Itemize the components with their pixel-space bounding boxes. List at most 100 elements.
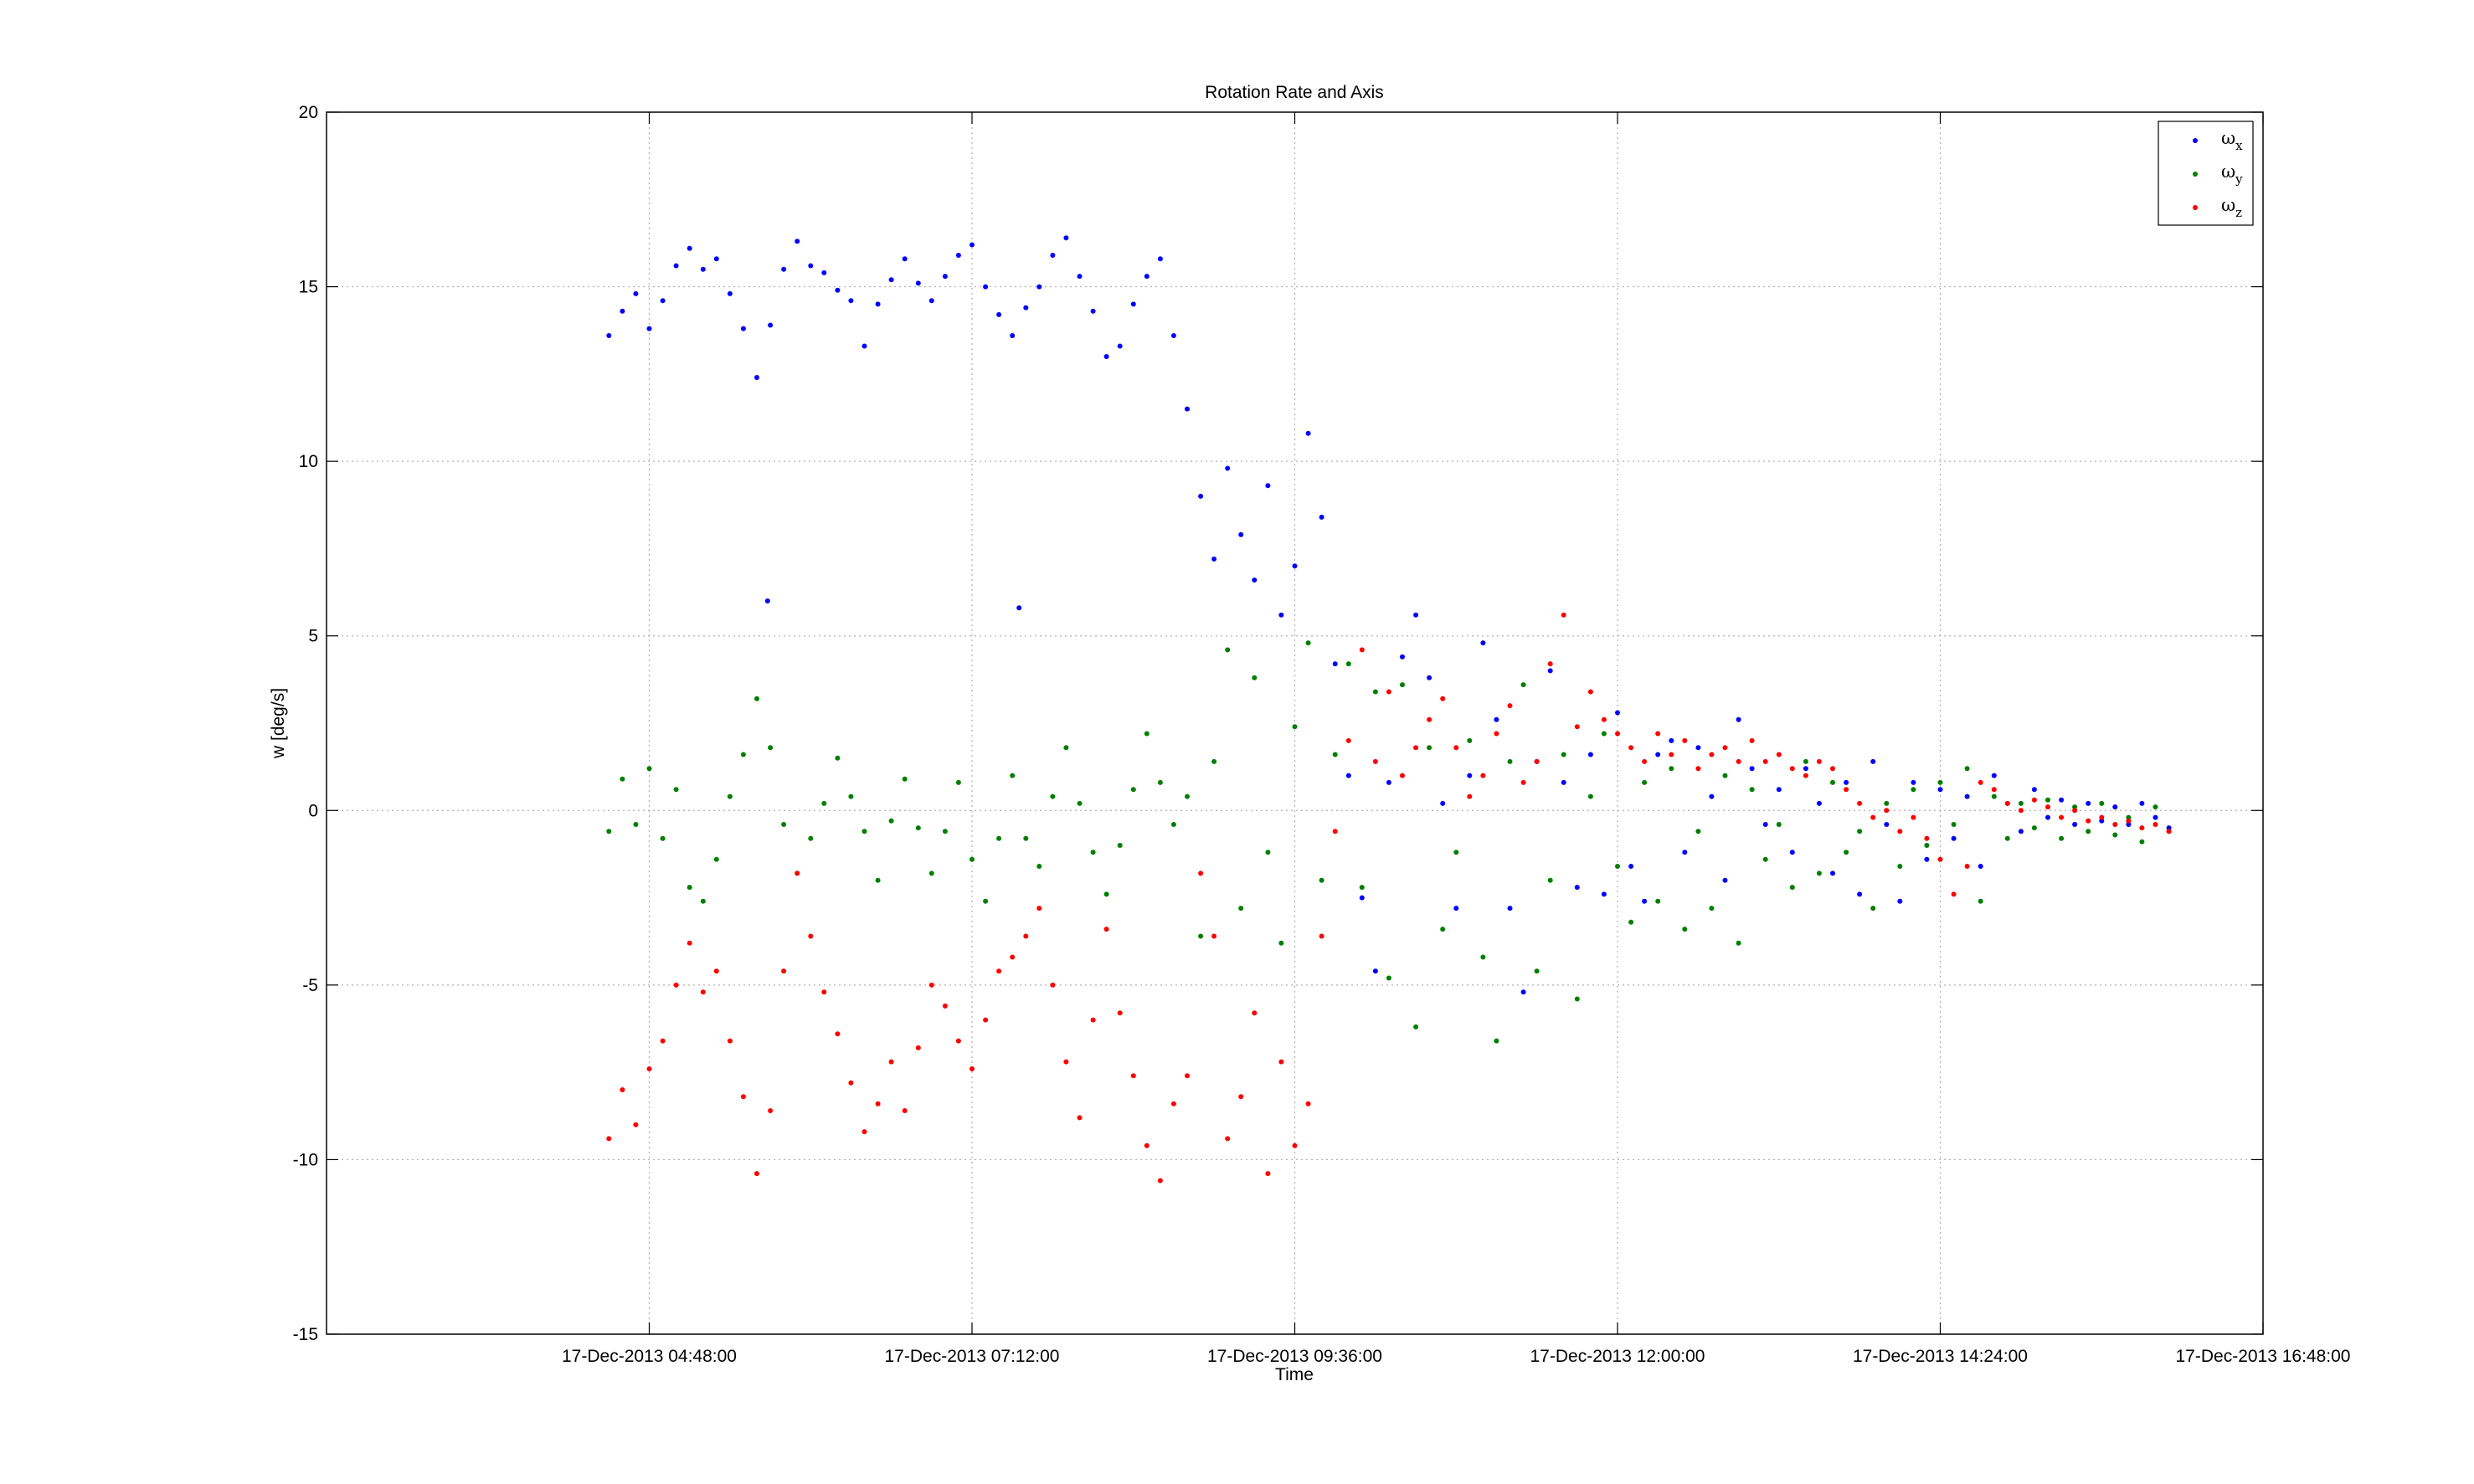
data-point-z xyxy=(1897,829,1903,834)
data-point-z xyxy=(888,1059,894,1065)
data-point-y xyxy=(673,787,679,793)
data-point-z xyxy=(1722,745,1728,751)
grid xyxy=(327,112,2263,1334)
data-point-x xyxy=(2059,797,2065,803)
data-point-y xyxy=(2018,800,2024,806)
data-point-z xyxy=(835,1031,841,1037)
data-point-z xyxy=(1830,766,1835,772)
data-point-z xyxy=(2112,822,2118,827)
data-point-z xyxy=(740,1094,746,1100)
y-tick-label: -15 xyxy=(293,1325,318,1344)
data-point-y xyxy=(942,829,948,834)
data-point-y xyxy=(633,822,639,827)
data-point-y xyxy=(1870,906,1876,911)
data-point-y xyxy=(1305,640,1311,646)
data-point-x xyxy=(754,375,759,380)
data-point-x xyxy=(1507,906,1513,911)
data-point-x xyxy=(1278,612,1284,618)
data-point-z xyxy=(1050,982,1056,988)
data-point-x xyxy=(2099,818,2105,824)
data-point-y xyxy=(2112,832,2118,838)
data-point-y xyxy=(1561,752,1566,757)
data-point-z xyxy=(2139,825,2145,831)
data-point-z xyxy=(1292,1143,1298,1148)
data-point-z xyxy=(1762,758,1768,764)
data-point-y xyxy=(821,800,827,806)
data-point-z xyxy=(1776,752,1782,757)
data-point-y xyxy=(1722,773,1728,778)
data-point-z xyxy=(660,1038,666,1044)
data-point-x xyxy=(633,290,639,296)
data-point-z xyxy=(1628,745,1634,751)
data-point-y xyxy=(1762,856,1768,862)
data-point-y xyxy=(1830,779,1835,785)
data-point-y xyxy=(1265,850,1271,855)
data-point-z xyxy=(1911,814,1916,820)
data-point-x xyxy=(768,322,774,328)
data-point-x xyxy=(1023,305,1029,311)
data-point-y xyxy=(1816,870,1822,876)
data-point-y xyxy=(1574,996,1580,1002)
data-point-z xyxy=(1937,856,1943,862)
data-point-y xyxy=(996,835,1002,841)
x-axis-title: Time xyxy=(1275,1365,1314,1384)
data-point-y xyxy=(620,776,625,782)
y-tick-label: 20 xyxy=(299,103,318,122)
data-point-z xyxy=(1372,758,1378,764)
data-point-z xyxy=(1978,779,1983,785)
data-point-y xyxy=(1372,689,1378,695)
data-point-z xyxy=(1157,1178,1163,1184)
x-tick-label: 17-Dec-2013 14:24:00 xyxy=(1853,1347,2028,1366)
data-point-y xyxy=(1587,793,1593,799)
data-point-x xyxy=(1951,835,1957,841)
data-point-x xyxy=(970,242,975,248)
data-point-x xyxy=(1547,668,1553,674)
data-point-z xyxy=(646,1066,652,1071)
data-point-x xyxy=(1762,822,1768,827)
data-point-y xyxy=(1090,850,1096,855)
data-point-x xyxy=(687,245,692,251)
y-tick-label: 15 xyxy=(299,278,318,297)
data-point-z xyxy=(996,968,1002,974)
data-point-x xyxy=(727,290,733,296)
data-point-y xyxy=(713,856,719,862)
data-point-x xyxy=(835,287,841,293)
data-point-z xyxy=(687,940,692,946)
data-point-y xyxy=(1117,843,1123,848)
data-point-y xyxy=(1628,919,1634,925)
data-point-y xyxy=(1547,877,1553,883)
data-point-z xyxy=(1601,716,1607,722)
data-point-z xyxy=(700,989,706,995)
data-point-x xyxy=(1924,856,1930,862)
data-point-z xyxy=(1695,766,1701,772)
data-point-x xyxy=(2153,814,2158,820)
x-tick-label: 17-Dec-2013 09:36:00 xyxy=(1207,1347,1382,1366)
data-point-z xyxy=(2153,822,2158,827)
data-point-x xyxy=(1776,787,1782,793)
data-point-z xyxy=(1144,1143,1150,1148)
data-point-x xyxy=(1736,716,1741,722)
data-points xyxy=(606,235,2172,1184)
data-point-y xyxy=(1494,1038,1499,1044)
data-point-x xyxy=(1709,793,1715,799)
data-point-y xyxy=(1534,968,1540,974)
data-point-y xyxy=(1467,737,1473,743)
legend-marker-z xyxy=(2193,205,2198,210)
data-point-x xyxy=(1453,906,1459,911)
data-point-z xyxy=(1063,1059,1069,1065)
data-point-z xyxy=(1036,906,1042,911)
data-point-x xyxy=(2166,825,2172,831)
data-point-y xyxy=(1682,927,1688,932)
data-point-x xyxy=(1682,850,1688,855)
data-point-x xyxy=(915,280,921,286)
data-point-x xyxy=(1185,406,1190,412)
data-point-z xyxy=(2045,804,2050,810)
data-point-x xyxy=(2031,787,2037,793)
chart-title: Rotation Rate and Axis xyxy=(1205,83,1384,102)
data-point-x xyxy=(928,298,934,304)
data-point-x xyxy=(1494,716,1499,722)
data-point-z xyxy=(1682,737,1688,743)
data-point-x xyxy=(1601,891,1607,897)
data-point-y xyxy=(1520,682,1526,688)
data-point-z xyxy=(1951,891,1957,897)
